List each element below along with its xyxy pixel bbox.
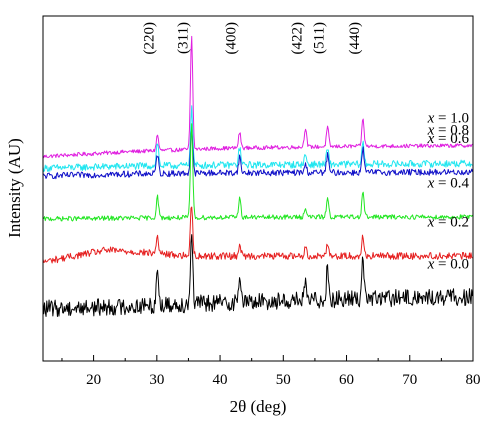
series-label: x = 0.2 (427, 215, 469, 231)
series-label: x = 0.8 (427, 123, 469, 139)
series-label: x = 0.0 (427, 256, 469, 272)
series-labels: x = 1.0x = 0.8x = 0.6 x = 0.4 x = 0.2 x = 0… (427, 111, 470, 273)
series-line-0.2 (42, 206, 473, 264)
series-label: x = 1.0 (427, 111, 469, 127)
peak-label: (311) (176, 22, 192, 54)
x-tick-label: 20 (86, 372, 101, 388)
series-label: x = 0.6 (427, 131, 470, 147)
x-tick-label: 50 (276, 372, 291, 388)
x-tick-label: 70 (402, 372, 417, 388)
peak-labels: (220) (311) (400) (422) (511) (440) (142, 22, 364, 55)
series-label: x = 0.4 (427, 176, 470, 192)
series-layer (42, 35, 473, 317)
series-line-0.6 (42, 129, 473, 180)
x-tick-label: 80 (466, 372, 481, 388)
peak-label: (422) (289, 22, 305, 55)
x-axis-label: 2θ (deg) (230, 397, 287, 416)
peak-label: (440) (347, 22, 363, 55)
series-line-1.0 (42, 35, 473, 159)
y-axis-label: Intensity (AU) (5, 138, 24, 238)
peak-label: (511) (312, 22, 328, 54)
x-axis: 20 30 40 50 60 70 80 (61, 355, 481, 388)
plot-frame (42, 15, 474, 362)
x-tick-label: 60 (339, 372, 354, 388)
series-line-0.4 (42, 123, 473, 222)
series-line-0.0 (42, 234, 473, 317)
x-tick-label: 30 (149, 372, 164, 388)
peak-label: (220) (142, 22, 158, 55)
x-tick-label: 40 (213, 372, 228, 388)
series-line-0.8 (42, 105, 473, 173)
peak-label: (400) (224, 22, 240, 55)
